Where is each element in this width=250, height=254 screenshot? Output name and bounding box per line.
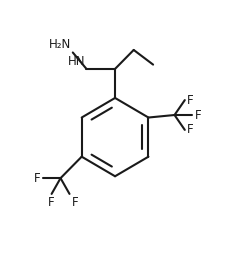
Text: F: F [187, 94, 194, 107]
Text: F: F [34, 172, 41, 185]
Text: F: F [72, 196, 78, 209]
Text: F: F [194, 108, 201, 121]
Text: F: F [187, 123, 194, 136]
Text: H₂N: H₂N [49, 38, 72, 51]
Text: F: F [48, 196, 55, 209]
Text: HN: HN [68, 55, 85, 68]
